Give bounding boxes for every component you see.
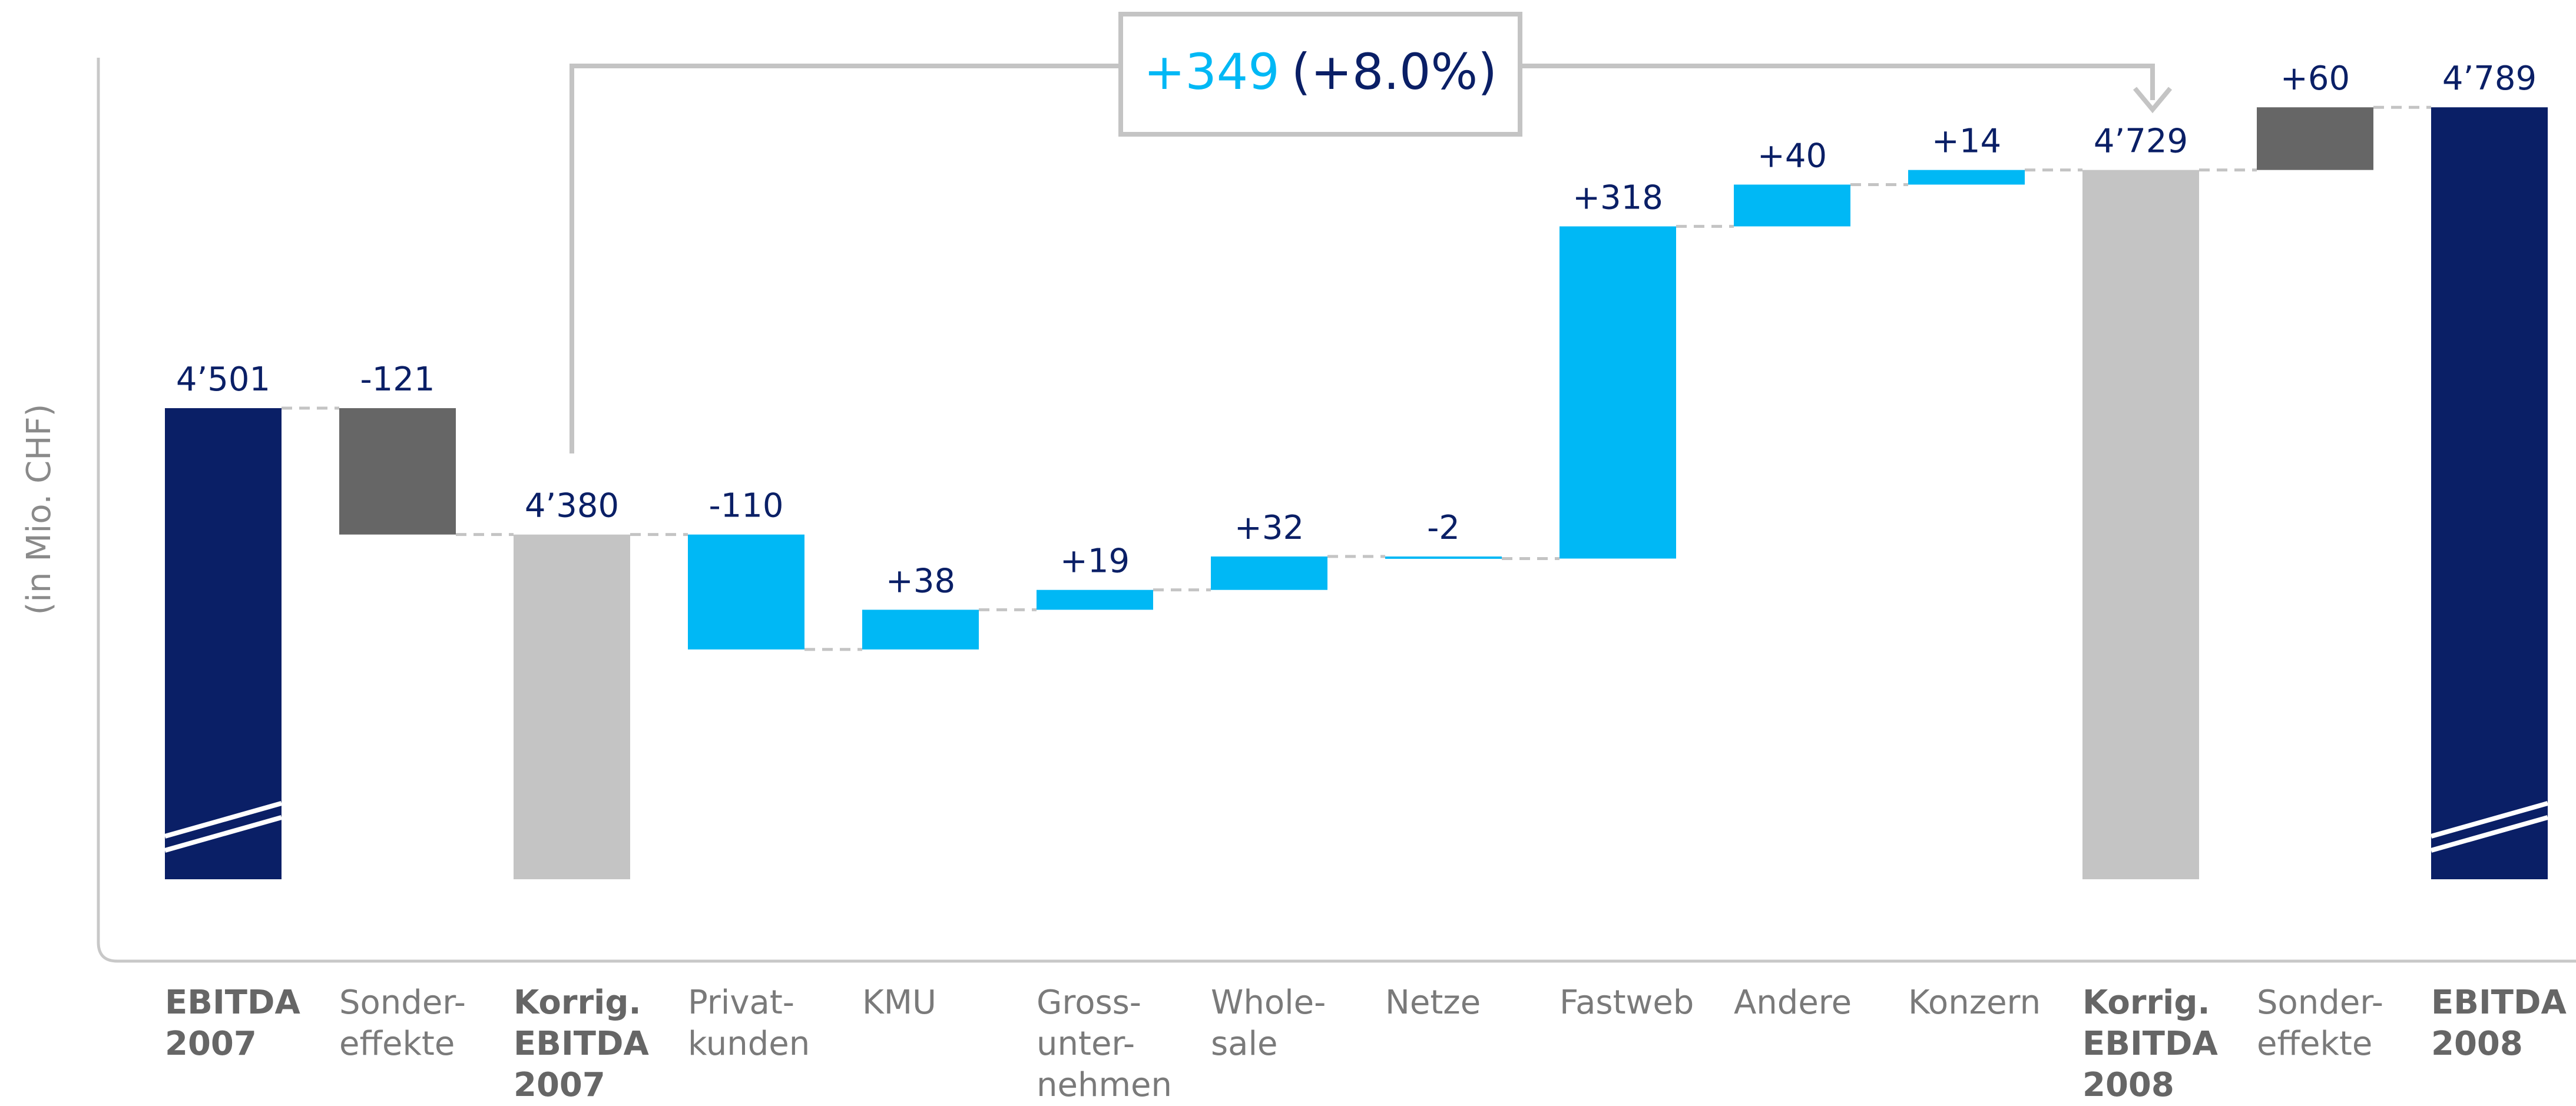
bar xyxy=(165,408,282,879)
value-label: +60 xyxy=(2280,59,2350,98)
axis-frame xyxy=(97,58,2576,963)
x-tick-label: Fastweb xyxy=(1559,984,1694,1022)
x-tick-label: EBITDA 2008 xyxy=(2431,984,2567,1063)
axis-break xyxy=(164,815,283,853)
bar xyxy=(1385,556,1502,559)
x-tick-label: Sonder- effekte xyxy=(2257,984,2383,1063)
annotation-box xyxy=(1118,12,1522,137)
x-tick-label: Sonder- effekte xyxy=(339,984,466,1063)
bar xyxy=(339,408,456,535)
value-label: +14 xyxy=(1932,122,2001,161)
x-tick-label: Korrig. EBITDA 2007 xyxy=(514,984,649,1104)
bar xyxy=(1734,184,1850,227)
bar xyxy=(2431,107,2548,880)
bar xyxy=(688,534,804,650)
value-label: +38 xyxy=(886,562,955,600)
bar xyxy=(1908,170,2025,185)
x-tick-label: KMU xyxy=(862,984,937,1022)
x-tick-label: Andere xyxy=(1734,984,1852,1022)
x-tick-label: Gross- unter- nehmen xyxy=(1037,984,1172,1104)
annotation-percent: (+8.0%) xyxy=(1292,43,1497,101)
value-label: 4’501 xyxy=(176,360,270,399)
value-label: +19 xyxy=(1060,542,1130,581)
x-tick-label: Korrig. EBITDA 2008 xyxy=(2082,984,2218,1104)
value-label: +32 xyxy=(1234,509,1304,547)
bar xyxy=(1211,556,1327,590)
bar xyxy=(1037,590,1153,610)
bar xyxy=(1559,226,1676,559)
value-label: -110 xyxy=(708,487,783,525)
bracket xyxy=(569,64,2155,453)
value-label: -121 xyxy=(360,360,435,399)
annotation-change: +349 xyxy=(1144,43,1280,101)
bar xyxy=(2257,107,2373,170)
axis-break xyxy=(2430,801,2549,839)
value-label: 4’789 xyxy=(2442,59,2537,98)
x-tick-label: Konzern xyxy=(1908,984,2041,1022)
value-label: 4’729 xyxy=(2094,122,2188,161)
x-tick-label: Whole- sale xyxy=(1211,984,1326,1063)
y-axis-label: (in Mio. CHF) xyxy=(20,404,58,615)
value-label: +40 xyxy=(1757,137,1827,175)
bracket-arrow xyxy=(2133,87,2173,114)
x-tick-label: EBITDA 2007 xyxy=(165,984,300,1063)
annotation: +349 (+8.0%) xyxy=(1144,43,1497,101)
value-label: +318 xyxy=(1572,178,1663,217)
axis-break xyxy=(2430,815,2549,853)
bar xyxy=(862,610,979,650)
value-label: 4’380 xyxy=(525,487,619,525)
value-label: -2 xyxy=(1427,509,1460,547)
bar xyxy=(2082,170,2199,879)
bar xyxy=(514,534,630,879)
x-tick-label: Netze xyxy=(1385,984,1481,1022)
axis-break xyxy=(164,801,283,839)
x-tick-label: Privat- kunden xyxy=(688,984,810,1063)
